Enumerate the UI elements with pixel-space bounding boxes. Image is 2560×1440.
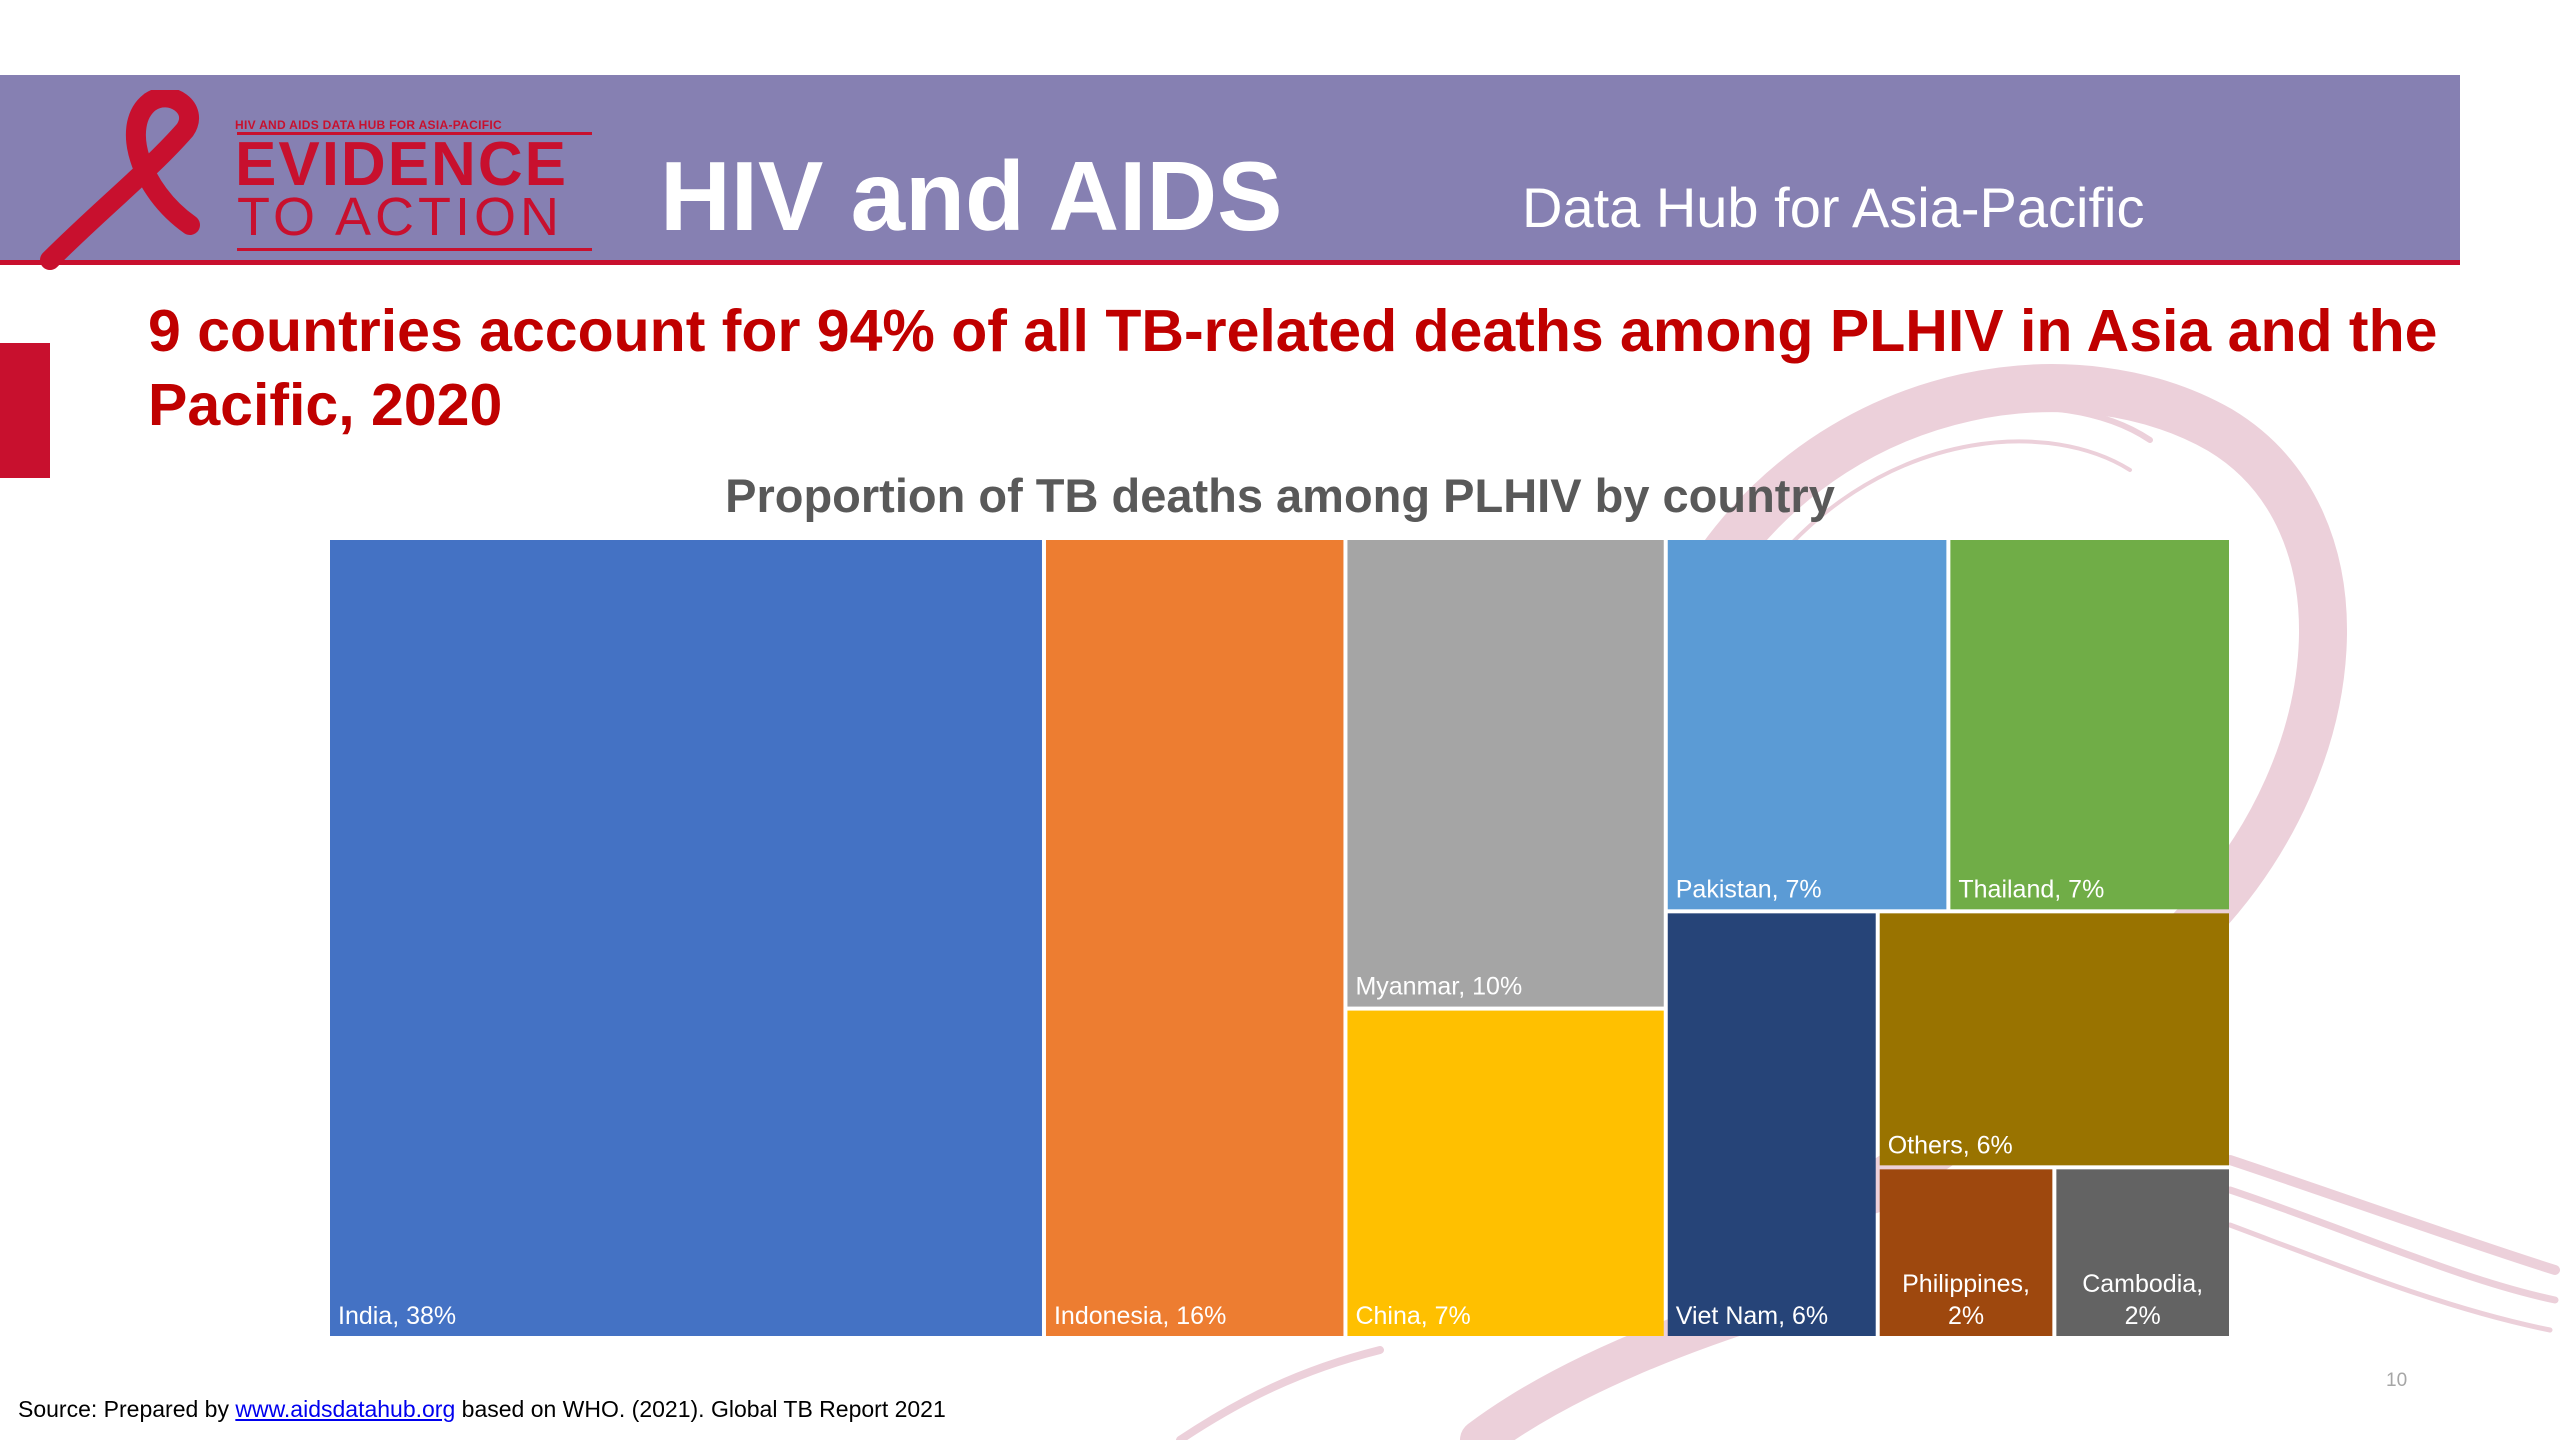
source-suffix: based on WHO. (2021). Global TB Report 2… [455, 1396, 946, 1422]
red-ribbon-icon [40, 90, 200, 270]
treemap-label-india: India, 38% [338, 1302, 456, 1330]
source-link[interactable]: www.aidsdatahub.org [235, 1396, 456, 1422]
logo-rule-top [237, 132, 592, 135]
evidence-to-action-logo: HIV AND AIDS DATA HUB FOR ASIA-PACIFIC E… [40, 90, 600, 270]
treemap-cell-myanmar [1347, 540, 1664, 1007]
header-subtitle: Data Hub for Asia-Pacific [1522, 176, 2145, 239]
treemap-cell-cambodia [2056, 1169, 2229, 1336]
treemap-label-line: 2% [2125, 1302, 2161, 1330]
logo-evidence-text: EVIDENCE [235, 130, 568, 199]
treemap-cell-china [1347, 1010, 1664, 1336]
side-accent-bar [0, 343, 50, 478]
treemap-label-philippines: Philippines, 2% [1902, 1270, 2030, 1330]
logo-small-text: HIV AND AIDS DATA HUB FOR ASIA-PACIFIC [235, 118, 502, 132]
treemap-cell-indonesia [1045, 540, 1344, 1336]
treemap-label-thailand: Thailand, 7% [1958, 875, 2104, 903]
treemap-label-viet-nam: Viet Nam, 6% [1676, 1302, 1828, 1330]
header-band [0, 75, 2460, 265]
treemap-cell-viet-nam [1667, 913, 1876, 1336]
treemap-cell-others [1879, 913, 2229, 1166]
logo-to-action-text: TO ACTION [237, 187, 564, 247]
treemap-label-line: Philippines, [1902, 1270, 2030, 1298]
treemap-label-indonesia: Indonesia, 16% [1054, 1302, 1226, 1330]
page-number: 10 [2386, 1370, 2408, 1391]
header-title: HIV and AIDS [660, 141, 1283, 251]
treemap-cell-philippines [1879, 1169, 2053, 1336]
logo-rule-bottom [237, 248, 592, 251]
source-note: Source: Prepared by www.aidsdatahub.org … [18, 1396, 946, 1423]
treemap-label-pakistan: Pakistan, 7% [1676, 875, 1822, 903]
slide-headline: 9 countries account for 94% of all TB-re… [148, 298, 2438, 438]
treemap-label-myanmar: Myanmar, 10% [1355, 973, 1522, 1001]
treemap-label-line: 2% [1948, 1302, 1984, 1330]
treemap-label-cambodia: Cambodia, 2% [2082, 1270, 2203, 1330]
chart-title: Proportion of TB deaths among PLHIV by c… [725, 469, 1835, 522]
treemap-cell-india [330, 540, 1042, 1336]
source-prefix: Source: Prepared by [18, 1396, 236, 1422]
treemap-label-line: Cambodia, [2082, 1270, 2203, 1298]
treemap-cell-thailand [1950, 540, 2229, 910]
treemap-label-china: China, 7% [1355, 1302, 1470, 1330]
treemap-cell-pakistan [1667, 540, 1947, 910]
treemap-label-others: Others, 6% [1888, 1131, 2013, 1159]
